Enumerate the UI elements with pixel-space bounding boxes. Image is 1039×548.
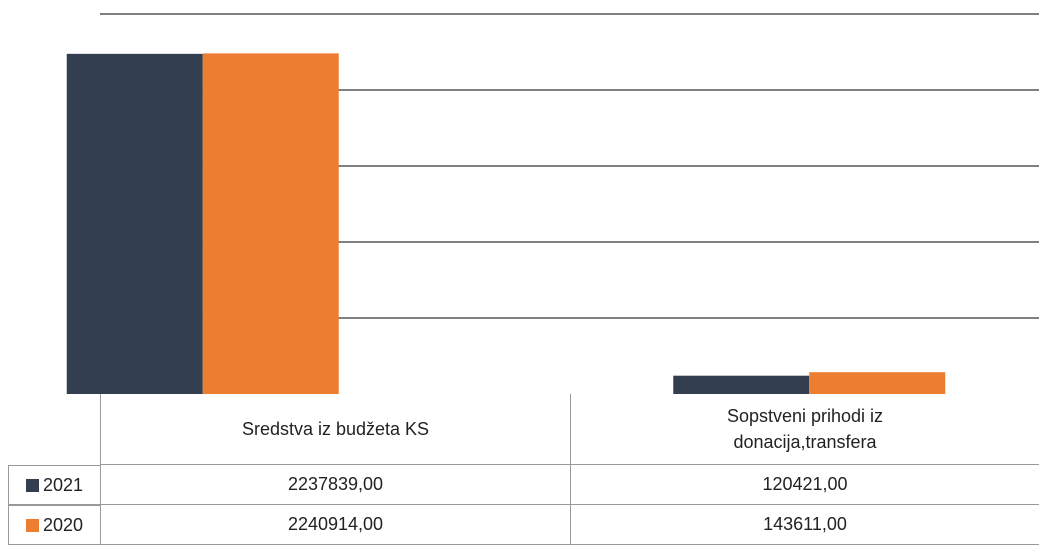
cell-text: 2021 — [42, 474, 84, 495]
legend-swatch — [25, 478, 39, 492]
cell-text: 2020 — [42, 514, 84, 535]
bar — [66, 53, 203, 394]
bar — [673, 375, 810, 394]
bar — [202, 53, 339, 394]
value-cell: 2240914,00 — [100, 505, 570, 545]
cell-text: 2240914,00 — [287, 514, 384, 535]
cell-text: 120421,00 — [762, 474, 848, 495]
legend-cell: 2020 — [8, 505, 100, 545]
category-cell: Sopstveni prihodi iz donacija,transfera — [570, 394, 1039, 465]
value-cell: 120421,00 — [570, 465, 1039, 505]
cell-text: Sopstveni prihodi iz donacija,transfera — [726, 405, 884, 452]
cell-text: 143611,00 — [763, 514, 847, 535]
category-cell: Sredstva iz budžeta KS — [100, 394, 570, 465]
value-cell: 2237839,00 — [100, 465, 570, 505]
legend-cell: 2021 — [8, 465, 100, 505]
legend-swatch — [25, 518, 39, 532]
bar — [809, 372, 946, 394]
cell-text: Sredstva iz budžeta KS — [241, 418, 430, 439]
value-cell: 143611,00 — [570, 505, 1039, 545]
cell-text: 2237839,00 — [287, 474, 384, 495]
